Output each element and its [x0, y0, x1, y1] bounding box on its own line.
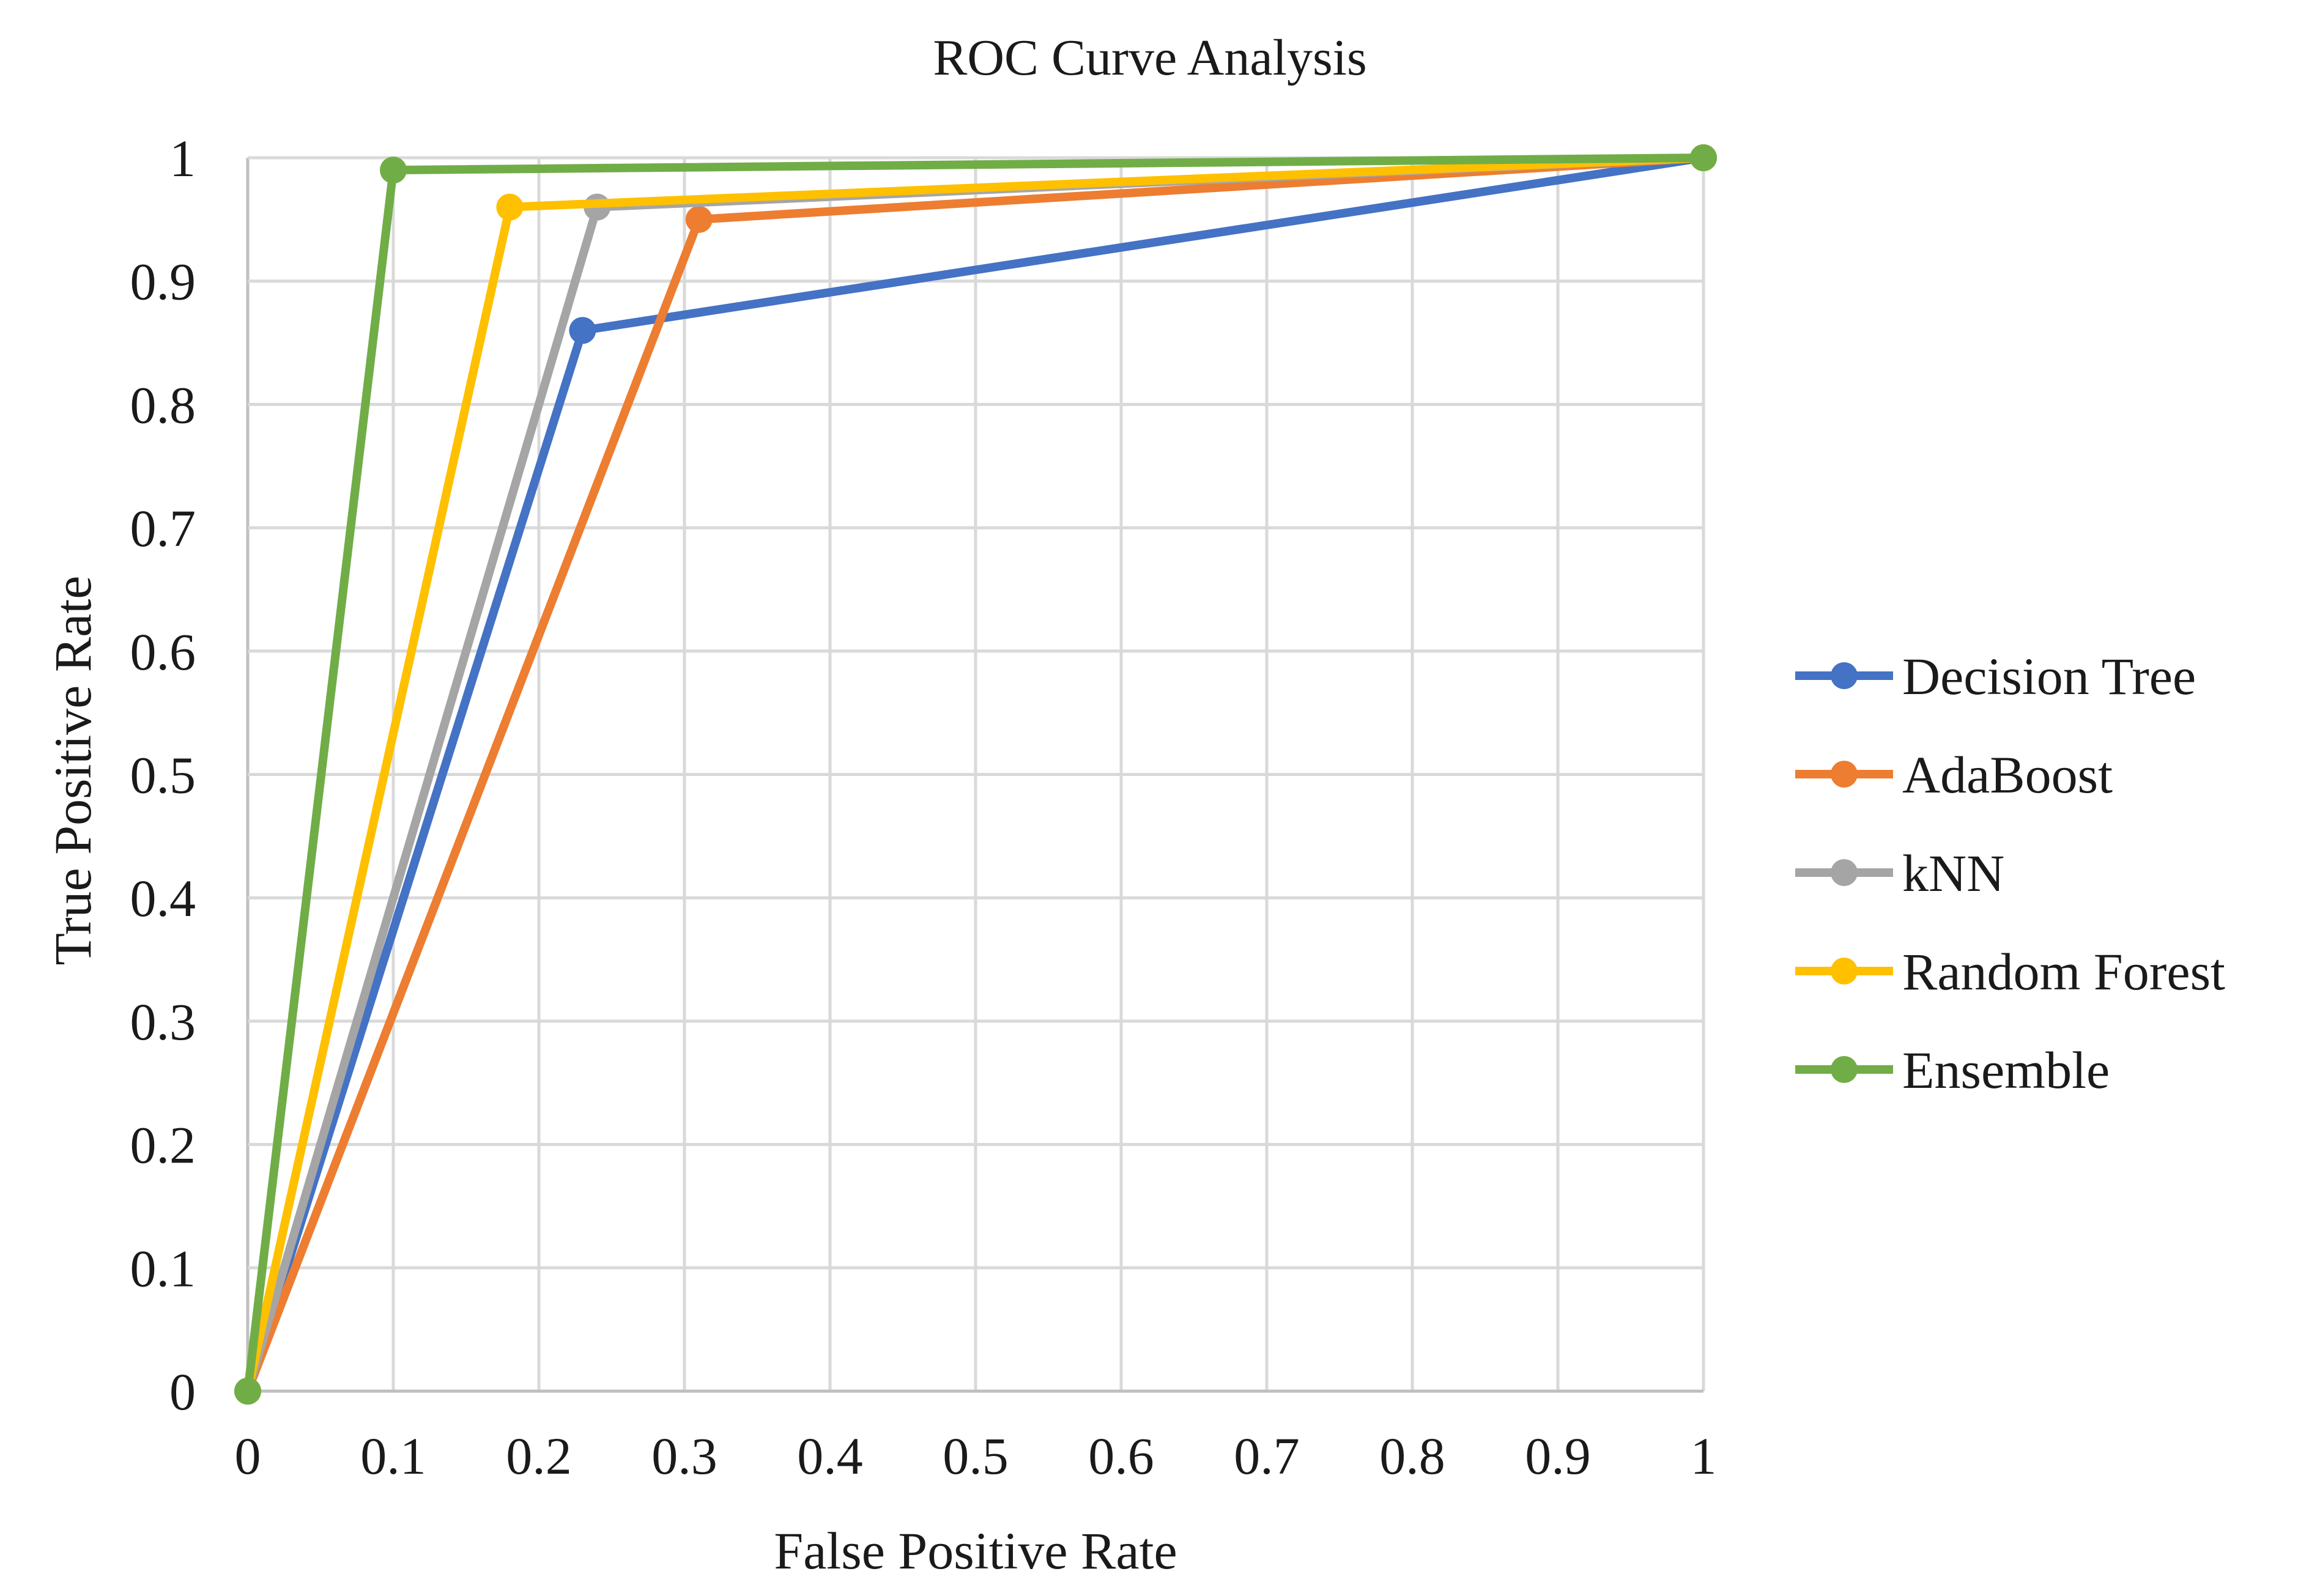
y-tick-label: 0.6 [130, 623, 196, 681]
grid [246, 156, 1705, 1393]
x-axis-label: False Positive Rate [774, 1521, 1177, 1580]
y-tick-label: 0.9 [130, 253, 196, 311]
y-tick-label: 0.7 [130, 499, 196, 558]
legend-swatch-marker [1831, 859, 1858, 886]
x-tick-label: 0.7 [1234, 1427, 1300, 1485]
tick-labels: 0 0.1 0.2 0.3 0.4 0.5 0.6 0.7 0.8 0.9 1 0 0.1 0.2 0.3 0… [130, 129, 1717, 1485]
data-point-random-forest [496, 193, 524, 221]
series-ensemble [234, 144, 1717, 1405]
y-tick-label: 0 [169, 1362, 196, 1421]
x-tick-label: 0.9 [1525, 1427, 1591, 1485]
x-tick-label: 0.4 [797, 1427, 863, 1485]
legend-item-decision-tree: Decision Tree [1795, 647, 2196, 706]
x-tick-label: 0.5 [943, 1427, 1009, 1485]
legend-label: Random Forest [1902, 942, 2225, 1001]
data-point-adaboost [685, 205, 713, 233]
data-point-ensemble [1690, 144, 1717, 171]
y-tick-label: 0.5 [130, 746, 196, 805]
y-tick-label: 0.2 [130, 1116, 196, 1175]
legend-swatch-marker [1831, 761, 1858, 788]
legend-item-random-forest: Random Forest [1795, 942, 2225, 1001]
y-tick-label: 0.8 [130, 375, 196, 434]
x-tick-label: 0.3 [651, 1427, 717, 1485]
chart-title: ROC Curve Analysis [933, 29, 1366, 86]
y-tick-label: 0.3 [130, 992, 196, 1051]
data-point-decision-tree [569, 317, 596, 344]
legend-swatch-marker [1831, 1056, 1858, 1083]
y-tick-label: 1 [169, 129, 196, 188]
x-tick-label: 0.1 [360, 1427, 426, 1485]
x-tick-label: 1 [1691, 1427, 1717, 1485]
legend-item-ensemble: Ensemble [1795, 1041, 2110, 1099]
legend-label: Ensemble [1902, 1041, 2110, 1099]
y-axis-label: True Positive Rate [43, 575, 102, 965]
legend-item-knn: kNN [1795, 844, 2004, 903]
legend-label: kNN [1902, 844, 2004, 903]
legend-swatch-marker [1831, 662, 1858, 689]
y-tick-label: 0.1 [130, 1239, 196, 1298]
x-tick-label: 0.6 [1088, 1427, 1154, 1485]
series-group [234, 144, 1717, 1405]
x-tick-label: 0.8 [1379, 1427, 1445, 1485]
legend-label: AdaBoost [1902, 745, 2113, 804]
legend-label: Decision Tree [1902, 647, 2196, 706]
legend-item-adaboost: AdaBoost [1795, 745, 2113, 804]
data-point-ensemble [234, 1378, 261, 1405]
legend-swatch-marker [1831, 958, 1858, 985]
y-tick-label: 0.4 [130, 869, 196, 928]
data-point-ensemble [380, 157, 407, 184]
x-tick-label: 0.2 [506, 1427, 572, 1485]
x-tick-label: 0 [235, 1427, 261, 1485]
legend: Decision Tree AdaBoost kNN Random Forest Ens… [1795, 647, 2225, 1099]
